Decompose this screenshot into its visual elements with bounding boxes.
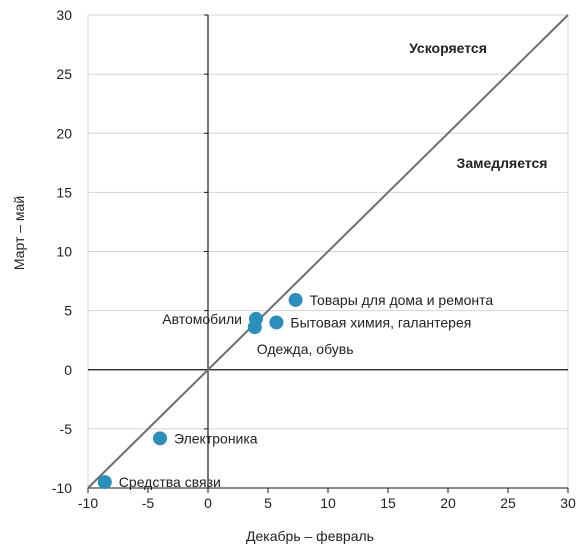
- x-tick-label-7: 25: [500, 495, 516, 511]
- region-label-1: Замедляется: [457, 155, 548, 171]
- x-tick-label-3: 5: [264, 495, 272, 511]
- y-tick-label-6: 20: [56, 125, 72, 141]
- x-tick-label-5: 15: [380, 495, 396, 511]
- y-tick-label-7: 25: [56, 66, 72, 82]
- data-points: [97, 292, 303, 490]
- axes: [87, 14, 569, 493]
- y-tick-label-8: 30: [56, 7, 72, 23]
- x-tick-label-6: 20: [440, 495, 456, 511]
- x-tick-label-8: 30: [560, 495, 576, 511]
- x-tick-label-1: -5: [142, 495, 155, 511]
- point-label-1: Автомобили: [162, 311, 242, 327]
- y-axis-title: Март – май: [11, 196, 27, 270]
- x-tick-label-2: 0: [204, 495, 212, 511]
- point-label-2: Бытовая химия, галантерея: [290, 314, 471, 330]
- point-label-3: Одежда, обувь: [257, 341, 354, 357]
- point-label-0: Товары для дома и ремонта: [310, 292, 494, 308]
- tick-labels: -10 -5 0 5 10 15 20 25 30 -10 -5 0 5 10 15 20 25 30: [52, 7, 576, 511]
- diagonal-line: [87, 14, 569, 489]
- y-tick-label-2: 0: [64, 362, 72, 378]
- x-axis-title: Декабрь – февраль: [246, 528, 374, 544]
- y-tick-label-3: 5: [64, 303, 72, 319]
- y-equals-x-line: [87, 14, 569, 489]
- point-labels: Товары для дома и ремонта Автомобили Бытов…: [119, 292, 494, 490]
- point-label-5: Средства связи: [119, 474, 221, 490]
- region-labels: Ускоряется Замедляется: [409, 40, 547, 171]
- y-tick-label-4: 10: [56, 244, 72, 260]
- y-tick-label-0: -10: [52, 480, 72, 496]
- x-tick-label-4: 10: [320, 495, 336, 511]
- data-point-5: [97, 475, 112, 490]
- y-tick-label-5: 15: [56, 184, 72, 200]
- x-tick-label-0: -10: [78, 495, 98, 511]
- data-point-2: [269, 315, 284, 330]
- point-label-4: Электроника: [174, 430, 258, 446]
- data-point-3: [247, 320, 262, 335]
- y-tick-label-1: -5: [60, 421, 73, 437]
- data-point-0: [288, 292, 303, 307]
- data-point-4: [153, 431, 167, 446]
- region-label-0: Ускоряется: [409, 40, 487, 56]
